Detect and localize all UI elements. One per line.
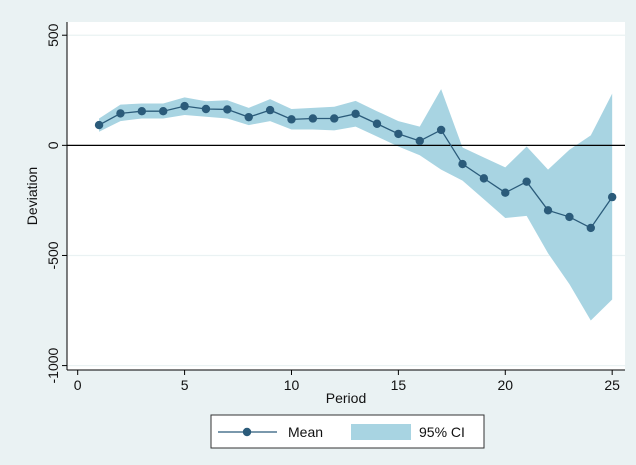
mean-point: [522, 177, 531, 186]
mean-point: [543, 206, 553, 215]
x-tick-label: 5: [181, 377, 189, 393]
mean-point: [330, 114, 339, 123]
mean-point: [244, 112, 253, 122]
mean-point: [607, 192, 617, 202]
mean-point: [565, 212, 574, 222]
mean-point: [308, 114, 318, 123]
y-tick-label: 500: [45, 23, 61, 47]
gridlines: [67, 34, 625, 367]
mean-point: [223, 105, 232, 114]
mean-point: [159, 107, 168, 116]
mean-point: [180, 101, 189, 111]
x-axis-title: Period: [326, 390, 366, 406]
ci-band-group: [99, 89, 613, 321]
mean-series-group: [94, 101, 617, 233]
mean-point: [137, 107, 147, 116]
mean-point: [201, 104, 211, 114]
y-axis: 500 0 -500 -1000: [45, 22, 68, 384]
x-axis: 0 5 10 15 20 25: [67, 369, 625, 393]
mean-point: [287, 115, 296, 124]
mean-point: [116, 109, 125, 118]
ci-band: [99, 89, 613, 321]
y-tick-label: -1000: [45, 347, 61, 383]
mean-point: [265, 105, 275, 115]
mean-point: [372, 119, 382, 128]
mean-point: [351, 109, 360, 119]
mean-point: [94, 120, 104, 130]
mean-point: [586, 223, 595, 233]
mean-point: [436, 125, 446, 135]
x-tick-label: 0: [74, 377, 82, 393]
legend-ci-label: 95% CI: [419, 424, 465, 440]
x-tick-label: 25: [604, 377, 620, 393]
x-tick-label: 10: [284, 377, 300, 393]
mean-point: [458, 159, 467, 169]
legend-mean-marker: [242, 427, 252, 437]
legend-mean-label: Mean: [288, 424, 323, 440]
mean-point: [415, 136, 424, 146]
y-axis-title: Deviation: [24, 167, 40, 225]
legend-ci-swatch: [351, 424, 411, 440]
x-tick-label: 20: [497, 377, 513, 393]
x-tick-label: 15: [391, 377, 407, 393]
y-tick-label: -500: [45, 241, 61, 269]
mean-point: [501, 188, 510, 197]
legend: Mean 95% CI: [210, 414, 485, 449]
mean-point: [394, 129, 403, 139]
mean-point: [479, 174, 489, 183]
y-tick-label: 0: [45, 141, 61, 149]
